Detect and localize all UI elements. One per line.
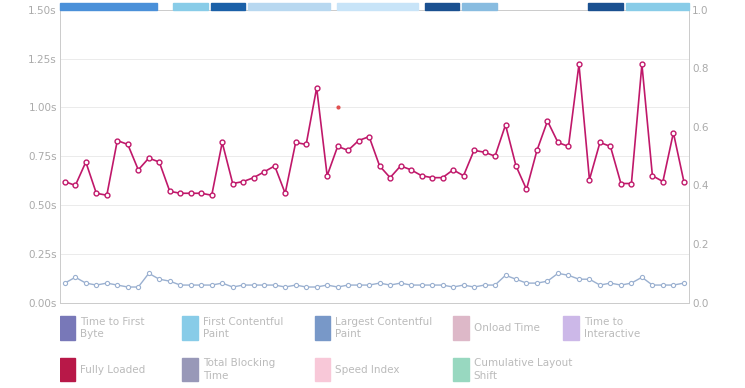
- Text: First Contentful
Paint: First Contentful Paint: [203, 317, 284, 339]
- Bar: [589, 3, 623, 10]
- Bar: [463, 3, 497, 10]
- Bar: [60, 358, 75, 381]
- Bar: [563, 316, 579, 340]
- Bar: [425, 3, 460, 10]
- Bar: [314, 358, 330, 381]
- Bar: [626, 3, 689, 10]
- Bar: [453, 358, 469, 381]
- Text: Onload Time: Onload Time: [474, 323, 539, 333]
- Bar: [453, 316, 469, 340]
- Text: Largest Contentful
Paint: Largest Contentful Paint: [335, 317, 433, 339]
- Text: Speed Index: Speed Index: [335, 365, 400, 375]
- Bar: [211, 3, 245, 10]
- Bar: [173, 3, 208, 10]
- Text: Fully Loaded: Fully Loaded: [80, 365, 145, 375]
- Bar: [60, 3, 157, 10]
- Text: Time to
Interactive: Time to Interactive: [584, 317, 640, 339]
- Bar: [183, 358, 198, 381]
- Bar: [337, 3, 419, 10]
- Bar: [60, 316, 75, 340]
- Bar: [183, 316, 198, 340]
- Bar: [248, 3, 330, 10]
- Text: Time to First
Byte: Time to First Byte: [80, 317, 145, 339]
- Bar: [314, 316, 330, 340]
- Text: Total Blocking
Time: Total Blocking Time: [203, 359, 276, 381]
- Text: Cumulative Layout
Shift: Cumulative Layout Shift: [474, 359, 572, 381]
